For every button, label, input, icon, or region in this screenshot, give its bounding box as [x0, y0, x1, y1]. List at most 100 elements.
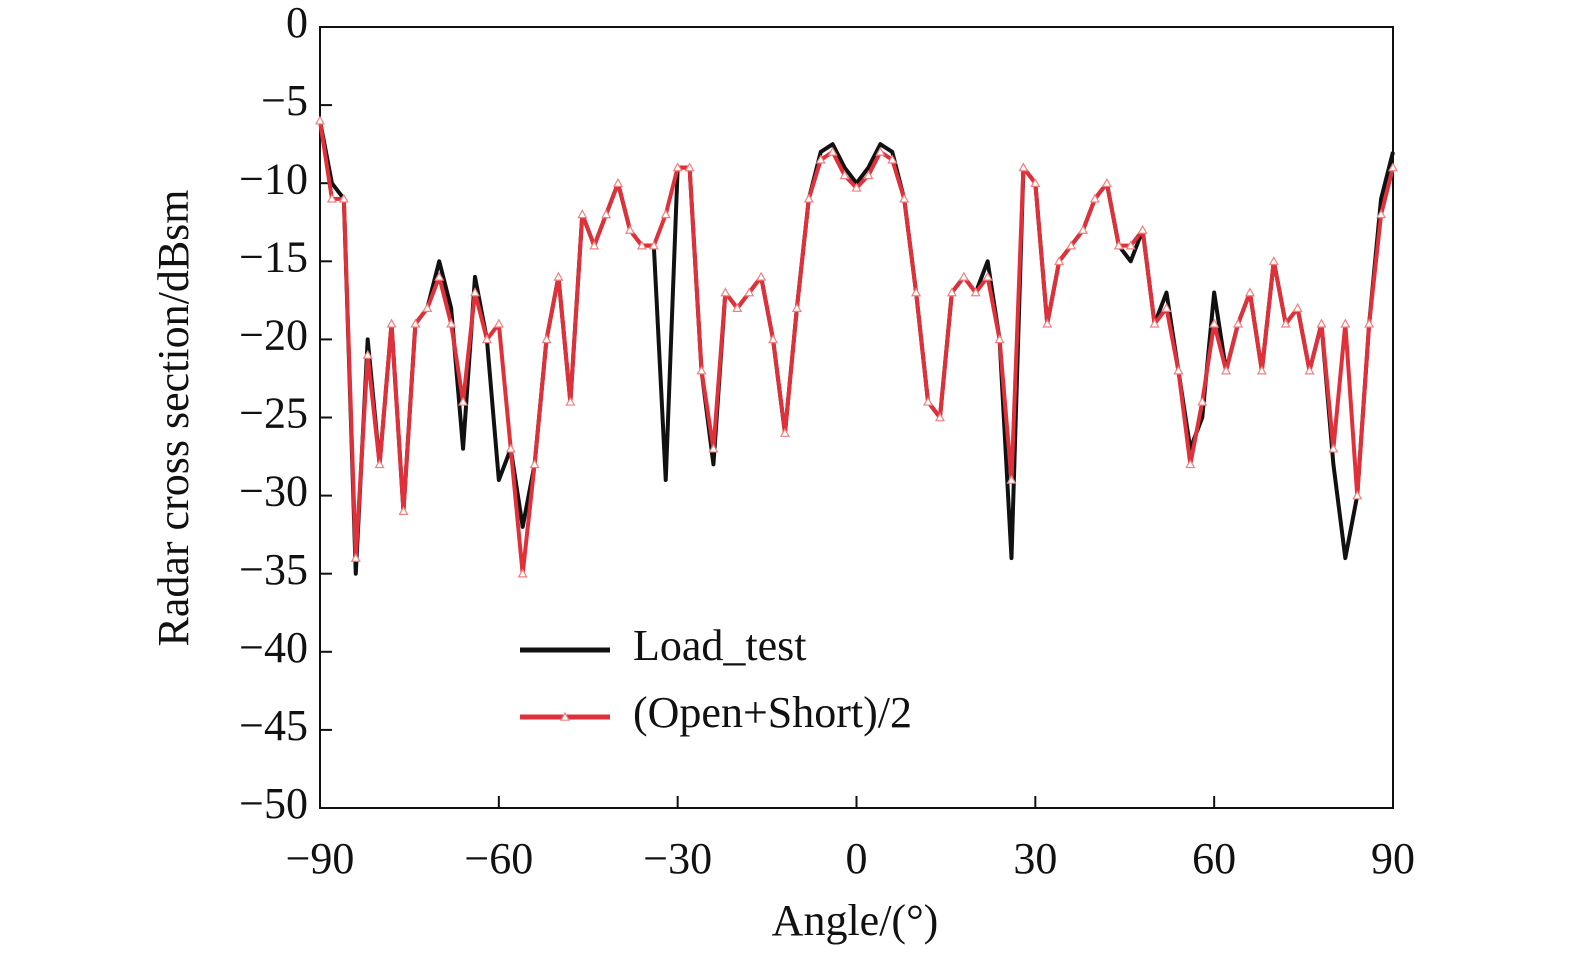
y-tick-label: 0: [286, 0, 308, 47]
point-marker: [672, 162, 683, 172]
point-marker: [529, 459, 540, 469]
point-marker: [613, 177, 624, 187]
point-marker: [362, 349, 373, 359]
x-tick-label: −60: [464, 834, 533, 883]
x-tick-label: 0: [846, 834, 868, 883]
point-marker: [446, 318, 457, 328]
legend-label: (Open+Short)/2: [633, 688, 912, 737]
point-marker: [1244, 287, 1255, 297]
point-marker: [469, 287, 481, 297]
point-marker: [791, 302, 802, 312]
point-marker: [744, 287, 755, 297]
point-marker: [863, 170, 874, 180]
x-tick-label: 90: [1371, 834, 1415, 883]
point-marker: [815, 154, 826, 164]
point-marker: [1221, 365, 1232, 375]
point-marker: [1280, 318, 1291, 328]
point-marker: [458, 396, 469, 406]
point-marker: [624, 224, 635, 234]
point-marker: [589, 240, 600, 250]
point-marker: [410, 318, 421, 328]
x-axis-label: Angle/(°): [772, 896, 939, 945]
x-tick-label: −30: [643, 834, 712, 883]
point-marker: [398, 505, 409, 516]
point-marker: [982, 271, 993, 281]
y-tick-label: −40: [239, 623, 308, 672]
point-marker: [1364, 318, 1375, 328]
point-marker: [565, 396, 576, 406]
point-marker: [636, 240, 647, 250]
point-marker: [732, 302, 743, 312]
point-marker: [1340, 318, 1351, 328]
point-marker: [768, 334, 779, 344]
point-marker: [493, 318, 504, 328]
point-marker: [994, 334, 1005, 344]
point-marker: [875, 146, 886, 156]
point-marker: [1066, 240, 1077, 250]
point-marker: [1185, 459, 1196, 469]
y-tick-label: −5: [261, 76, 308, 125]
point-marker: [577, 209, 588, 219]
point-marker: [970, 287, 981, 297]
point-marker: [1030, 177, 1041, 187]
point-marker: [1161, 302, 1172, 312]
point-marker: [1078, 224, 1089, 234]
point-marker: [696, 365, 707, 375]
point-marker: [756, 271, 767, 281]
y-tick-label: −35: [239, 545, 308, 594]
point-marker: [899, 193, 910, 203]
y-axis-label: Radar cross section/dBsm: [149, 189, 198, 646]
legend-label: Load_test: [633, 621, 807, 670]
point-marker: [314, 115, 326, 125]
point-marker: [1209, 318, 1220, 328]
point-marker: [720, 287, 731, 297]
y-tick-label: −25: [239, 389, 308, 438]
point-marker: [1125, 240, 1136, 250]
point-marker: [934, 412, 945, 422]
point-marker: [851, 182, 862, 192]
point-marker: [1113, 240, 1124, 250]
x-tick-label: −90: [286, 834, 355, 883]
point-marker: [708, 443, 719, 453]
point-marker: [1387, 162, 1399, 172]
point-marker: [553, 271, 564, 281]
point-marker: [1149, 318, 1160, 328]
point-marker: [1089, 193, 1100, 203]
point-marker: [1352, 490, 1363, 500]
y-tick-label: −50: [239, 779, 308, 828]
point-marker: [1292, 302, 1303, 312]
point-marker: [660, 209, 671, 219]
point-marker: [1101, 177, 1112, 187]
point-marker: [803, 193, 814, 203]
y-tick-label: −15: [239, 232, 308, 281]
y-tick-label: −45: [239, 701, 308, 750]
y-tick-label: −30: [239, 467, 308, 516]
y-tick-label: −10: [239, 154, 308, 203]
point-marker: [1376, 209, 1387, 219]
point-marker: [958, 271, 969, 281]
point-marker: [374, 459, 385, 469]
point-marker: [422, 302, 433, 312]
point-marker: [338, 193, 349, 203]
point-marker: [839, 170, 850, 180]
y-tick-label: −20: [239, 310, 308, 359]
point-marker: [326, 193, 337, 203]
legend-marker: [559, 711, 571, 721]
point-marker: [481, 334, 492, 344]
point-marker: [1316, 318, 1327, 328]
point-marker: [505, 443, 516, 453]
point-marker: [434, 271, 445, 281]
point-marker: [1054, 256, 1065, 266]
point-marker: [1256, 365, 1267, 375]
point-marker: [1006, 474, 1017, 484]
point-marker: [517, 568, 528, 578]
point-marker: [779, 427, 790, 437]
point-marker: [887, 154, 898, 164]
point-marker: [684, 162, 695, 172]
x-tick-label: 30: [1013, 834, 1057, 883]
point-marker: [827, 146, 838, 156]
point-marker: [1304, 365, 1315, 375]
point-marker: [946, 287, 957, 297]
x-tick-label: 60: [1192, 834, 1236, 883]
